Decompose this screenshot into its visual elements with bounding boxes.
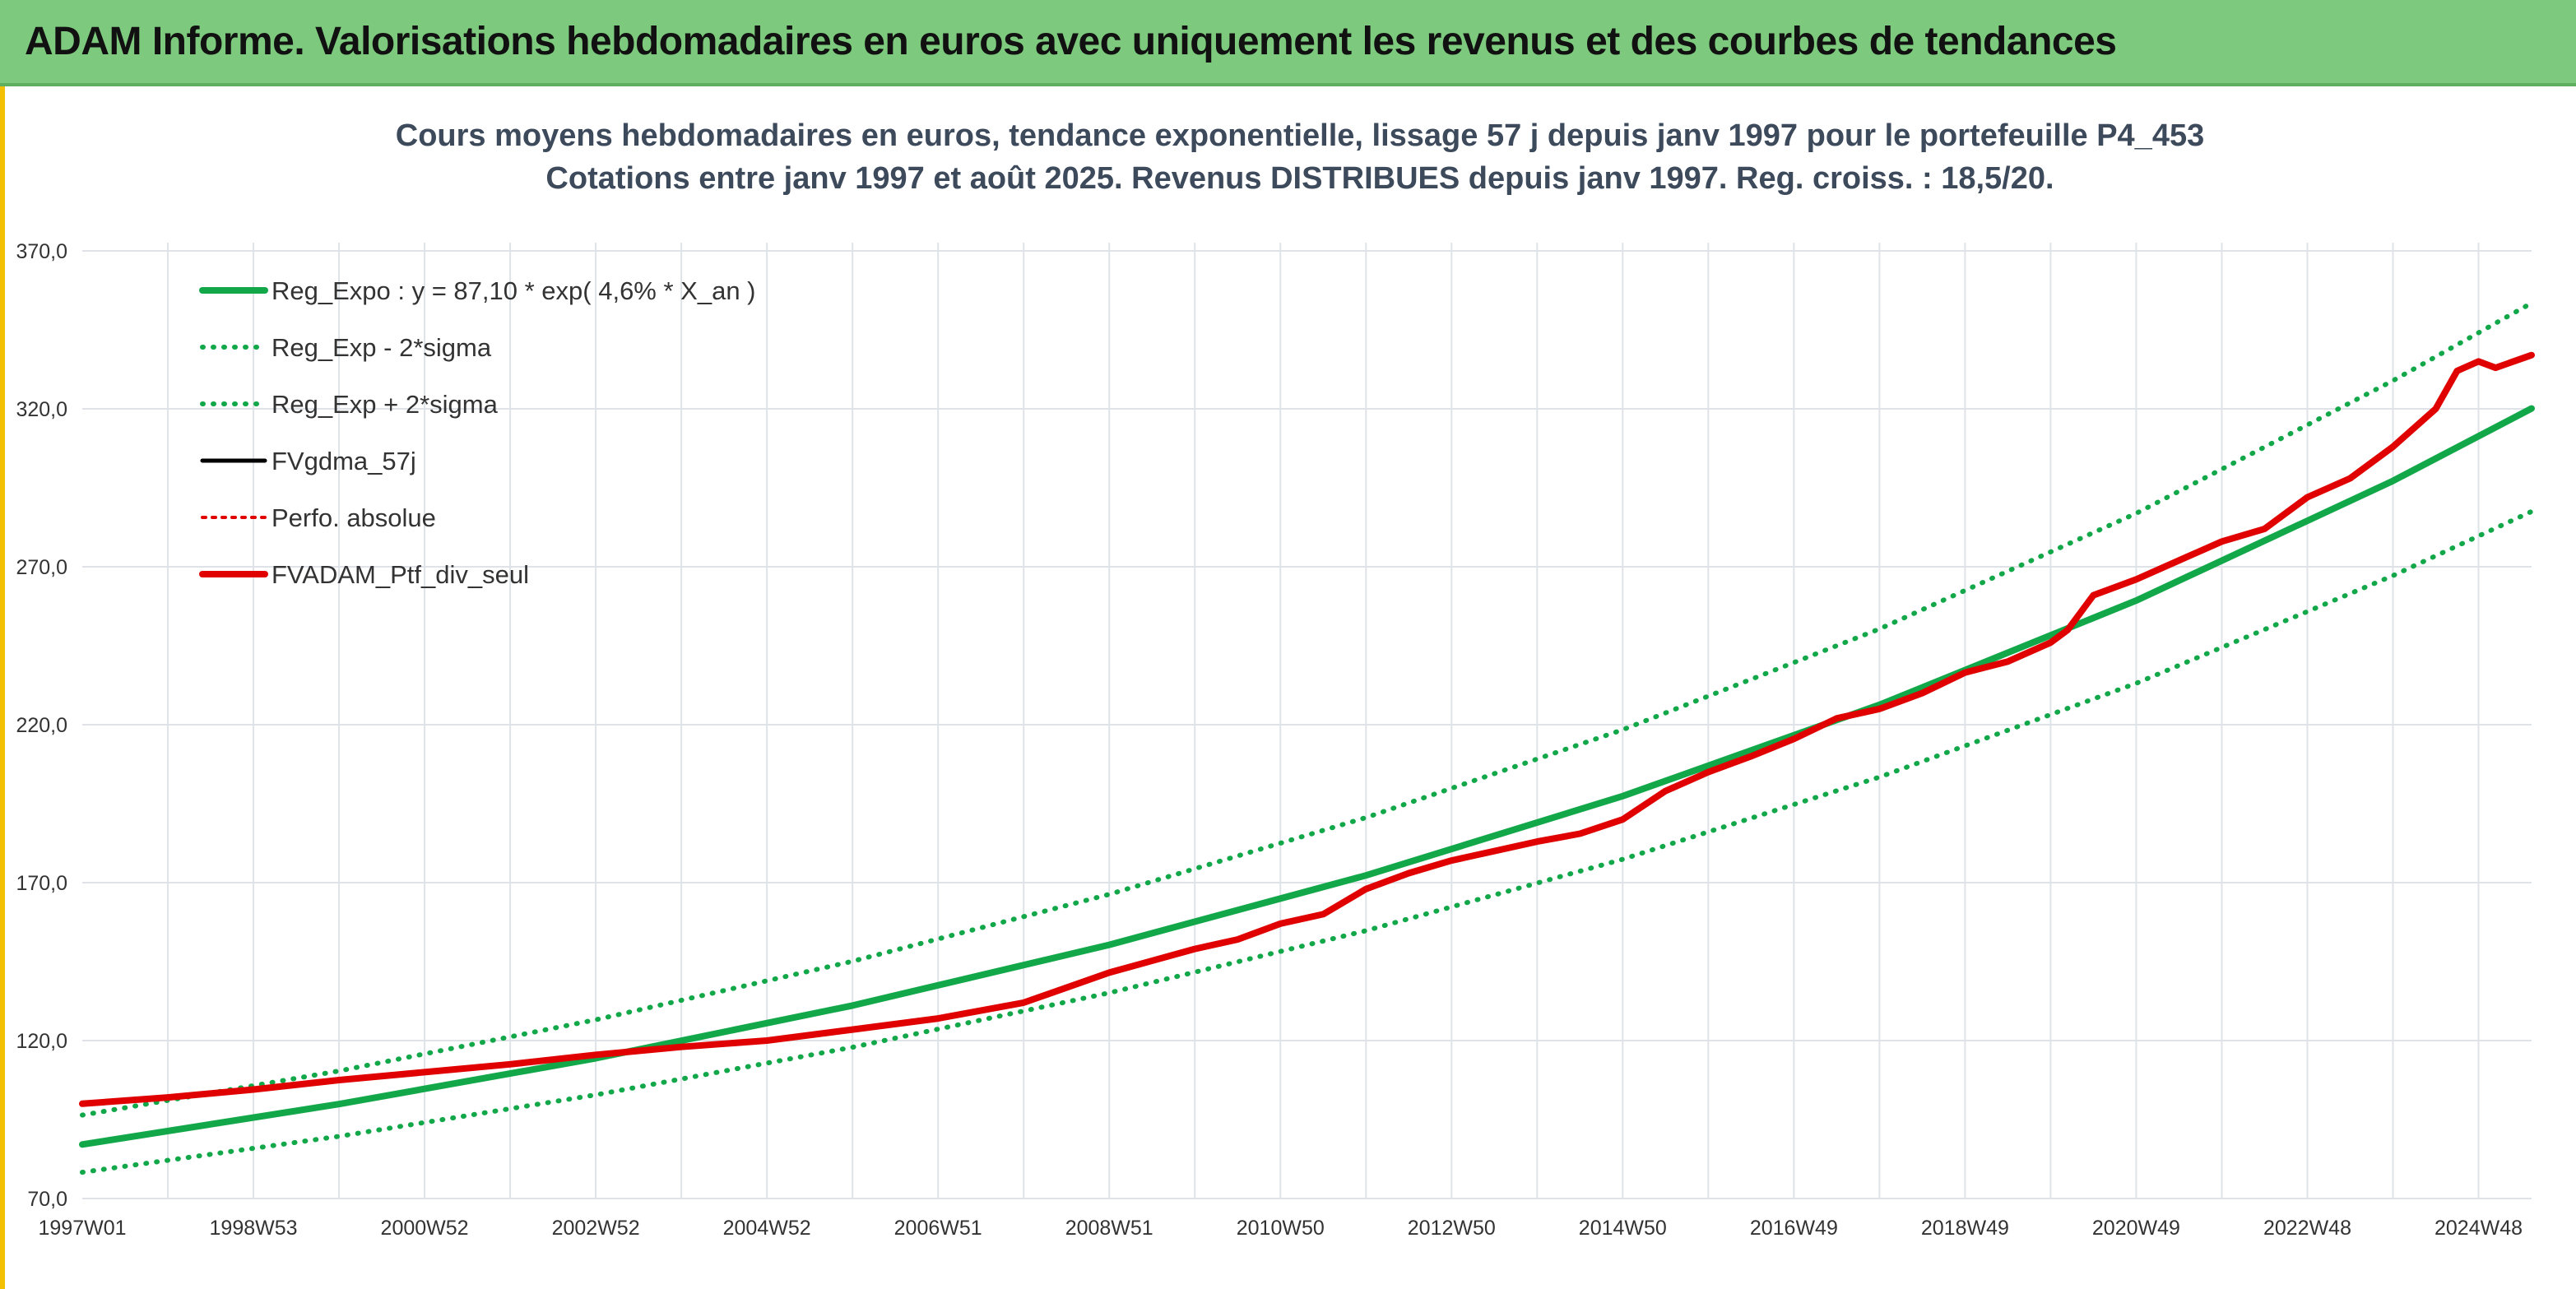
- series-line-5: [79, 351, 2535, 1107]
- x-tick-label: 2018W49: [1921, 1217, 2009, 1240]
- x-tick-label: 2002W52: [552, 1217, 640, 1240]
- x-tick-label: 2020W49: [2092, 1217, 2180, 1240]
- report-title: ADAM Informe. Valorisations hebdomadaire…: [25, 20, 2117, 63]
- chart-title-line-1: Cours moyens hebdomadaires en euros, ten…: [396, 118, 2204, 153]
- grid: [82, 243, 2532, 1199]
- series-line-4: [81, 353, 2533, 1106]
- y-tick-label: 170,0: [16, 872, 67, 895]
- x-tick-label: 2000W52: [381, 1217, 469, 1240]
- x-tick-label: 2008W51: [1065, 1217, 1153, 1240]
- x-tick-label: 2022W48: [2263, 1217, 2351, 1240]
- series-line-0: [79, 405, 2535, 1148]
- legend-label: Perfo. absolue: [272, 503, 436, 532]
- y-tick-label: 70,0: [27, 1188, 67, 1211]
- y-tick-label: 220,0: [16, 714, 67, 737]
- chart-title-line-2: Cotations entre janv 1997 et août 2025. …: [545, 161, 2054, 196]
- x-tick-label: 2010W50: [1237, 1217, 1325, 1240]
- x-tick-label: 2016W49: [1750, 1217, 1838, 1240]
- x-tick-label: 2024W48: [2434, 1217, 2523, 1240]
- x-tick-label: 2006W51: [894, 1217, 982, 1240]
- series-line-3: [80, 353, 2534, 1106]
- legend: Reg_Expo : y = 87,10 * exp( 4,6% * X_an …: [199, 276, 756, 589]
- chart-frame: Cours moyens hebdomadaires en euros, ten…: [0, 86, 2576, 1289]
- series-line-1: [80, 508, 2534, 1175]
- legend-label: Reg_Exp - 2*sigma: [272, 333, 492, 362]
- y-tick-label: 270,0: [16, 556, 67, 579]
- legend-label: Reg_Exp + 2*sigma: [272, 390, 499, 419]
- y-tick-label: 370,0: [16, 240, 67, 263]
- y-tick-label: 320,0: [16, 398, 67, 421]
- x-tick-label: 2004W52: [723, 1217, 811, 1240]
- legend-label: FVgdma_57j: [272, 447, 416, 475]
- x-tick-label: 1997W01: [38, 1217, 126, 1240]
- y-tick-label: 120,0: [16, 1030, 67, 1053]
- chart-svg: Cours moyens hebdomadaires en euros, ten…: [16, 118, 2535, 1240]
- legend-label: FVADAM_Ptf_div_seul: [272, 560, 529, 589]
- x-tick-label: 2014W50: [1579, 1217, 1667, 1240]
- x-tick-label: 1998W53: [210, 1217, 298, 1240]
- chart-title: Cours moyens hebdomadaires en euros, ten…: [396, 118, 2204, 196]
- x-tick-label: 2012W50: [1408, 1217, 1496, 1240]
- series-layer: [79, 300, 2535, 1175]
- report-banner: ADAM Informe. Valorisations hebdomadaire…: [0, 0, 2576, 86]
- axis-labels: 70,0 120,0 170,0 220,0 270,0 320,0 370,0 1997W0…: [16, 240, 2523, 1240]
- legend-label: Reg_Expo : y = 87,10 * exp( 4,6% * X_an …: [272, 276, 756, 305]
- series-line-2: [80, 300, 2534, 1118]
